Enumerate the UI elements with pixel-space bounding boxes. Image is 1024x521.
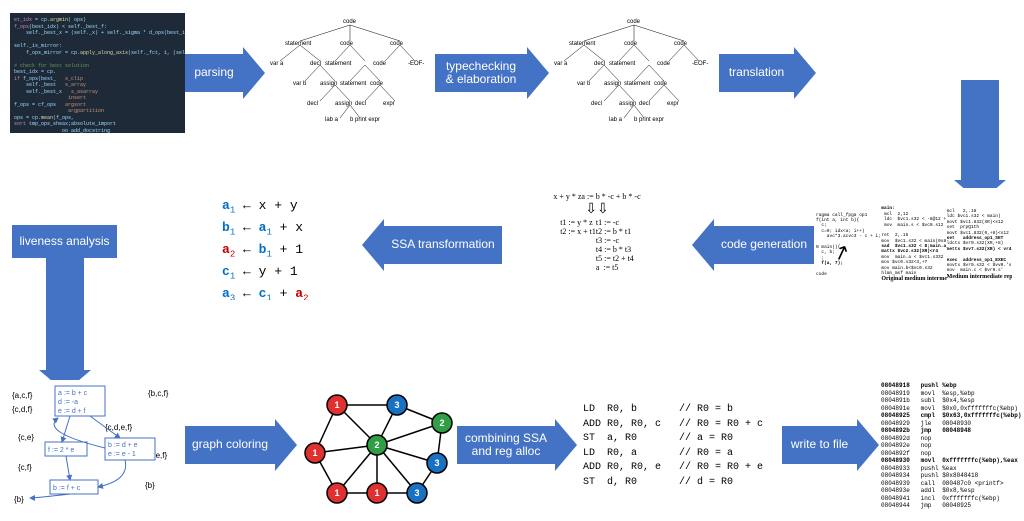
- svg-text:a := b + c: a := b + c: [58, 390, 88, 397]
- svg-text:decl: decl: [594, 61, 605, 67]
- svg-text:2: 2: [374, 440, 379, 450]
- svg-text:b := d + e: b := d + e: [108, 442, 138, 449]
- svg-text:e := d + f: e := d + f: [58, 408, 86, 415]
- svg-text:e := e - 1: e := e - 1: [108, 451, 136, 458]
- arrow-parsing: parsing: [185, 48, 265, 98]
- svg-text:code: code: [627, 19, 641, 25]
- svg-text:{a,c,f}: {a,c,f}: [12, 391, 33, 400]
- svg-text:d := -a: d := -a: [58, 399, 78, 406]
- svg-text:statement: statement: [285, 41, 312, 47]
- ast-tree-2: code statementcodecode var adeclstatemen…: [554, 19, 708, 123]
- svg-text:statement: statement: [340, 81, 367, 87]
- ssa-box: a1 ← x + y b1 ← a1 + x a2 ← b1 + 1 c1 ← …: [212, 190, 362, 300]
- svg-text:code: code: [624, 41, 638, 47]
- svg-text:b := f + c: b := f + c: [53, 485, 81, 492]
- svg-text:b print expr: b print expr: [350, 117, 380, 123]
- svg-text:lab a: lab a: [325, 117, 339, 123]
- svg-text:code: code: [343, 19, 357, 25]
- svg-text:1: 1: [312, 448, 317, 458]
- regalloc-box: LD R0, b // R0 = b ADD R0, R0, c // R0 =…: [577, 395, 782, 495]
- svg-text:assign: assign: [604, 81, 621, 87]
- svg-text:3: 3: [394, 400, 399, 410]
- svg-text:decl: decl: [591, 101, 602, 107]
- svg-text:code: code: [390, 41, 404, 47]
- svg-text:code: code: [370, 81, 384, 87]
- svg-text:assign: assign: [320, 81, 337, 87]
- arrow-translation: translation: [719, 48, 816, 98]
- svg-text:var b: var b: [293, 81, 307, 87]
- source-code-box: et_idx = cp.argmin( ops) f_ops(best_idx)…: [10, 13, 185, 133]
- liveness-box: {a,c,f} {c,d,f} {c,e} {c,f} {b} {b,c,f} …: [10, 380, 185, 510]
- svg-text:1: 1: [334, 400, 339, 410]
- pipeline-row-1: et_idx = cp.argmin( ops) f_ops(best_idx)…: [0, 8, 1024, 138]
- svg-text:decl: decl: [310, 61, 321, 67]
- svg-text:-EOF-: -EOF-: [408, 61, 424, 67]
- svg-text:-EOF-: -EOF-: [692, 61, 708, 67]
- svg-text:code: code: [674, 41, 688, 47]
- svg-text:1: 1: [334, 488, 339, 498]
- svg-text:assign: assign: [619, 101, 636, 107]
- svg-text:decl: decl: [307, 101, 318, 107]
- svg-text:{c,e}: {c,e}: [18, 433, 34, 442]
- svg-text:code: code: [654, 81, 668, 87]
- svg-text:1: 1: [374, 488, 379, 498]
- svg-text:statement: statement: [609, 61, 636, 67]
- pipeline-row-2: ragma call_fpga op1 f(int a, int b){ c; …: [0, 185, 1024, 305]
- arrow-down-right: [955, 80, 1005, 202]
- arrow-down-left: [40, 250, 90, 392]
- graph-coloring-box: 1 3 2 2 1 1 1 3 3: [297, 383, 457, 508]
- arrow-coloring: graph coloring: [185, 420, 297, 470]
- assembly-output-box: 08048918 pushl %ebp 08048919 movl %esp,%…: [879, 380, 1024, 510]
- svg-text:decl: decl: [639, 101, 650, 107]
- arrow-combining: combining SSA and reg alloc: [457, 420, 577, 470]
- svg-text:var a: var a: [270, 61, 284, 67]
- svg-text:statement: statement: [624, 81, 651, 87]
- svg-text:code: code: [373, 61, 387, 67]
- svg-text:lab a: lab a: [609, 117, 623, 123]
- arrow-codegen: code generation: [692, 220, 814, 270]
- intermediate-rep-box: ragma call_fpga op1 f(int a, int b){ c; …: [814, 188, 1014, 303]
- svg-text:{b}: {b}: [145, 481, 155, 490]
- arrow-ssa: SSA transformation: [362, 220, 502, 270]
- svg-text:decl: decl: [355, 101, 366, 107]
- svg-text:var b: var b: [577, 81, 591, 87]
- arrow-typechecking: typechecking & elaboration: [435, 48, 549, 98]
- codegen-box: x + y * z a := b * -c + b * -c ⇩⇩ t1 := …: [502, 190, 692, 300]
- svg-text:f := 2 * e: f := 2 * e: [48, 447, 74, 454]
- svg-text:expr: expr: [667, 101, 679, 107]
- ast-box-2: code statementcodecode var adeclstatemen…: [549, 13, 719, 133]
- svg-text:{b,c,f}: {b,c,f}: [148, 389, 169, 398]
- svg-text:b print expr: b print expr: [634, 117, 664, 123]
- pipeline-row-3: {a,c,f} {c,d,f} {c,e} {c,f} {b} {b,c,f} …: [0, 380, 1024, 510]
- svg-text:{c,d,e,f}: {c,d,e,f}: [105, 423, 132, 432]
- svg-text:{c,d,f}: {c,d,f}: [12, 405, 33, 414]
- svg-text:assign: assign: [335, 101, 352, 107]
- svg-text:3: 3: [434, 458, 439, 468]
- arrow-write: write to file: [782, 420, 879, 470]
- svg-text:2: 2: [439, 418, 444, 428]
- svg-text:{b}: {b}: [14, 495, 24, 504]
- svg-text:var a: var a: [554, 61, 568, 67]
- ast-box-1: code statementcodecode var adeclstatemen…: [265, 13, 435, 133]
- svg-text:3: 3: [414, 488, 419, 498]
- svg-text:expr: expr: [383, 101, 395, 107]
- svg-text:code: code: [657, 61, 671, 67]
- svg-text:{c,f}: {c,f}: [18, 463, 32, 472]
- svg-text:code: code: [340, 41, 354, 47]
- ast-tree-1: code statementcodecode var adeclstatemen…: [270, 19, 424, 123]
- svg-text:statement: statement: [569, 41, 596, 47]
- svg-text:statement: statement: [325, 61, 352, 67]
